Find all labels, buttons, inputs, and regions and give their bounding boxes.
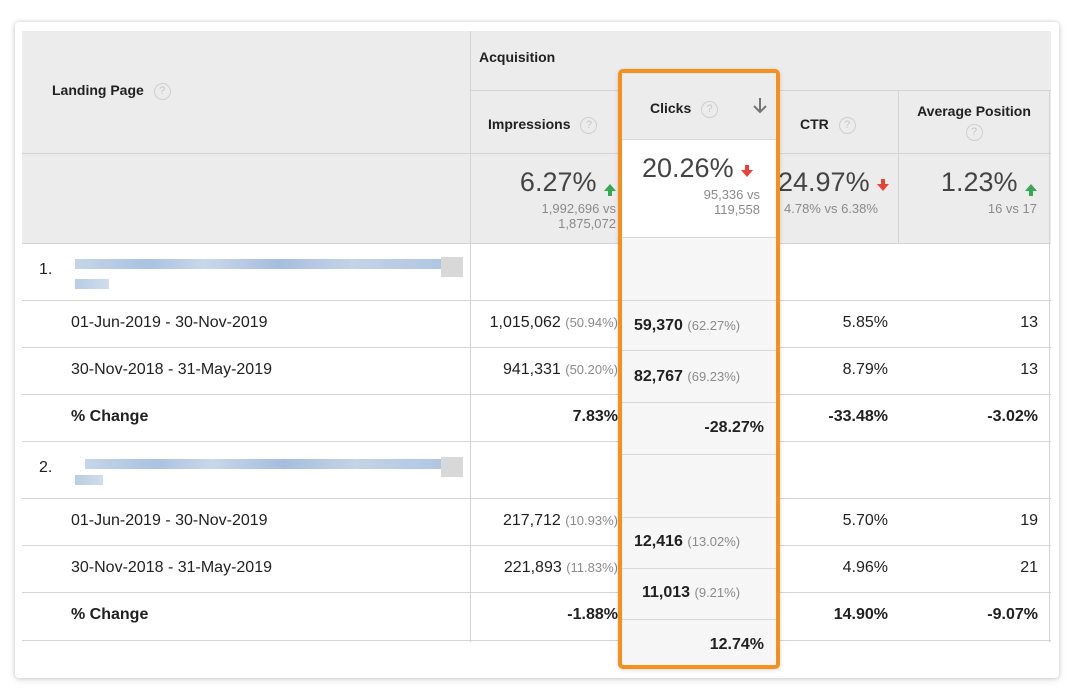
- trend-up-icon: [604, 184, 616, 196]
- landing-page-header[interactable]: Landing Page ?: [52, 82, 171, 100]
- impressions-change-cell: -1.88%: [567, 606, 618, 623]
- landing-page-report-table: Landing Page ? Acquisition Impressions ?…: [22, 31, 1051, 642]
- percent-change-label: % Change: [71, 408, 149, 425]
- clicks-cell: 12,416 (13.02%): [634, 533, 741, 550]
- table-header: [22, 31, 1051, 154]
- sort-descending-icon[interactable]: [752, 97, 768, 115]
- ctr-change-cell: -33.48%: [828, 408, 888, 425]
- help-icon[interactable]: ?: [580, 116, 598, 134]
- ctr-header-label: CTR: [800, 116, 829, 132]
- impressions-summary: 6.27% 1,992,696 vs 1,875,072: [470, 167, 616, 231]
- date-range-label: 01-Jun-2019 - 30-Nov-2019: [71, 512, 268, 529]
- average-position-cell: 19: [1020, 512, 1038, 529]
- trend-up-icon: [1025, 184, 1037, 196]
- average-position-cell: 13: [1020, 314, 1038, 331]
- row-index: 2.: [39, 459, 53, 476]
- percent-change-label: % Change: [71, 606, 149, 623]
- clicks-column-header[interactable]: [622, 73, 776, 139]
- ctr-cell: 5.70%: [842, 512, 888, 529]
- impressions-column-header[interactable]: Impressions ?: [488, 116, 598, 134]
- clicks-header-label: Clicks: [650, 100, 692, 116]
- ctr-change-cell: 14.90%: [833, 606, 888, 623]
- help-icon[interactable]: ?: [153, 82, 171, 100]
- date-range-label: 30-Nov-2018 - 31-May-2019: [71, 559, 272, 576]
- average-position-change-cell: -9.07%: [987, 606, 1038, 623]
- clicks-summary-value: 20.26%: [642, 153, 734, 183]
- trend-down-icon: [741, 165, 754, 177]
- impressions-cell: 221,893 (11.83%): [503, 559, 618, 576]
- impressions-summary-value: 6.27%: [519, 167, 597, 197]
- ctr-cell: 4.96%: [842, 559, 888, 576]
- clicks-cell: 82,767 (69.23%): [634, 368, 741, 385]
- ctr-summary: 24.97% 4.78% vs 6.38%: [778, 167, 896, 216]
- impressions-change-cell: 7.83%: [572, 408, 618, 425]
- impressions-cell: 217,712 (10.93%): [502, 512, 618, 529]
- row-index: 1.: [39, 261, 53, 278]
- average-position-cell: 21: [1020, 559, 1038, 576]
- landing-page-header-label: Landing Page: [52, 82, 144, 98]
- average-position-cell: 13: [1020, 361, 1038, 378]
- clicks-header-title[interactable]: Clicks ?: [650, 100, 719, 118]
- impressions-cell: 1,015,062 (50.94%): [489, 314, 618, 331]
- ctr-summary-value: 24.97%: [778, 167, 870, 197]
- landing-page-link-redacted[interactable]: [75, 257, 463, 289]
- clicks-cell: 59,370 (62.27%): [634, 317, 741, 334]
- average-position-change-cell: -3.02%: [987, 408, 1038, 425]
- date-range-label: 30-Nov-2018 - 31-May-2019: [71, 361, 272, 378]
- summary-row-label-cell: [22, 154, 470, 243]
- average-position-header-label: Average Position: [917, 103, 1031, 119]
- impressions-summary-compare: 1,992,696 vs 1,875,072: [541, 201, 616, 231]
- average-position-summary: 1.23% 16 vs 17: [899, 167, 1037, 216]
- trend-down-icon: [877, 179, 890, 191]
- clicks-summary-compare: 95,336 vs 119,558: [703, 187, 760, 217]
- ctr-cell: 8.79%: [842, 361, 888, 378]
- clicks-column-highlight: Clicks ? 20.26% 95,336 vs 119,558 59,370…: [618, 69, 780, 669]
- clicks-summary: 20.26% 95,336 vs 119,558: [622, 139, 776, 237]
- help-icon[interactable]: ?: [701, 100, 719, 118]
- clicks-change-cell: -28.27%: [704, 419, 764, 436]
- landing-page-link-redacted[interactable]: [75, 453, 463, 489]
- impressions-cell: 941,331 (50.20%): [502, 361, 618, 378]
- average-position-summary-value: 1.23%: [940, 167, 1018, 197]
- date-range-label: 01-Jun-2019 - 30-Nov-2019: [71, 314, 268, 331]
- ctr-cell: 5.85%: [842, 314, 888, 331]
- average-position-column-header[interactable]: Average Position ?: [899, 101, 1049, 141]
- acquisition-group-header: Acquisition: [479, 49, 556, 65]
- clicks-cell: 11,013 (9.21%): [642, 584, 741, 601]
- impressions-header-label: Impressions: [488, 116, 571, 132]
- clicks-change-cell: 12.74%: [709, 636, 764, 653]
- help-icon[interactable]: ?: [838, 116, 856, 134]
- help-icon[interactable]: ?: [965, 123, 983, 141]
- ctr-summary-compare: 4.78% vs 6.38%: [784, 201, 878, 216]
- ctr-column-header[interactable]: CTR ?: [800, 116, 856, 134]
- average-position-summary-compare: 16 vs 17: [987, 201, 1037, 216]
